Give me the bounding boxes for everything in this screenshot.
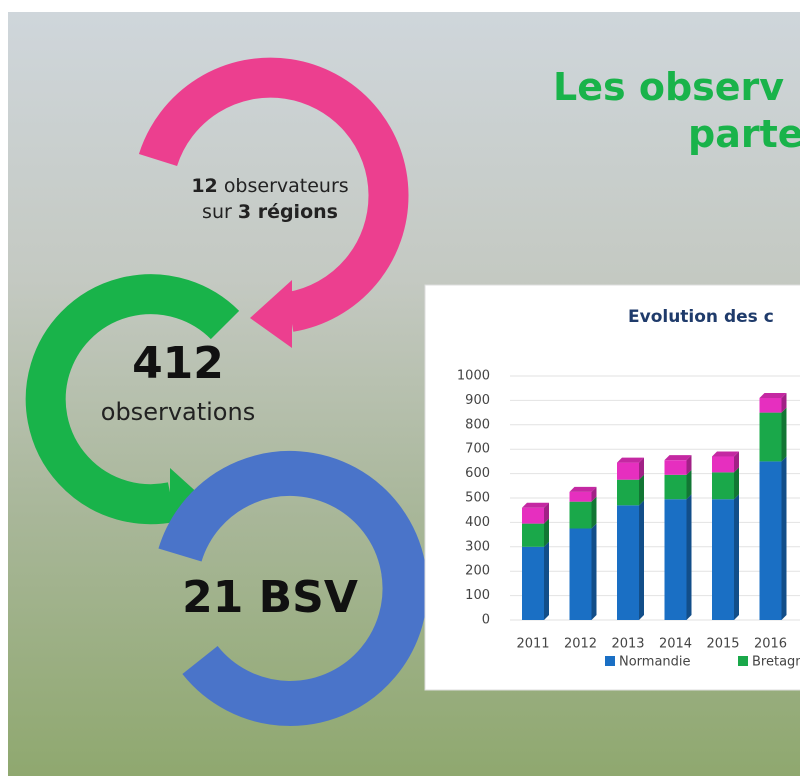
step-count: 12 <box>191 175 217 197</box>
step-count: 21 BSV <box>182 572 358 623</box>
x-tick-label: 2011 <box>516 637 549 652</box>
y-tick-label: 600 <box>465 466 490 481</box>
bar <box>522 524 544 547</box>
y-tick-label: 700 <box>465 442 490 457</box>
y-tick-label: 500 <box>465 491 490 506</box>
legend-swatch <box>605 656 615 666</box>
step-label: observations <box>101 398 255 426</box>
bar <box>617 505 639 620</box>
legend-swatch <box>738 656 748 666</box>
y-tick-label: 900 <box>465 393 490 408</box>
bar <box>570 492 592 502</box>
y-tick-label: 300 <box>465 539 490 554</box>
title: Les observ <box>553 65 784 109</box>
legend-label: Normandie <box>619 655 691 670</box>
y-tick-label: 1000 <box>457 369 490 384</box>
bar <box>570 502 592 529</box>
bar <box>665 475 687 499</box>
bar <box>665 460 687 475</box>
bar-side <box>687 494 692 620</box>
y-tick-label: 800 <box>465 417 490 432</box>
bar-side <box>592 497 597 529</box>
y-tick-label: 100 <box>465 588 490 603</box>
step-label: observateurs <box>224 175 349 197</box>
bar-side <box>544 542 549 620</box>
bar-side <box>592 524 597 621</box>
x-tick-label: 2014 <box>659 637 692 652</box>
x-tick-label: 2012 <box>564 637 597 652</box>
bar <box>570 529 592 621</box>
bar-side <box>687 470 692 499</box>
bar <box>760 413 782 462</box>
bar <box>617 480 639 506</box>
bar-side <box>639 475 644 506</box>
bar-side <box>782 408 787 462</box>
bar <box>665 499 687 620</box>
chart-panel <box>425 285 800 690</box>
step-label: sur <box>202 201 232 223</box>
chart-title: Evolution des c <box>628 307 774 327</box>
bar <box>617 463 639 480</box>
legend-label: Bretagn <box>752 655 800 670</box>
bar <box>522 547 544 620</box>
bar-side <box>782 456 787 620</box>
x-tick-label: 2013 <box>611 637 644 652</box>
step-text: sur 3 régions <box>202 201 338 223</box>
step-count: 412 <box>132 338 224 389</box>
bar-side <box>734 494 739 620</box>
bar-side <box>734 467 739 499</box>
bar-side <box>639 500 644 620</box>
x-tick-label: 2015 <box>706 637 739 652</box>
chart: Evolution des c 0 100 200 300 400 500 600 700 80… <box>425 285 800 690</box>
slide: Les observ parte 12 observateurs sur 3 r… <box>0 0 800 776</box>
bar <box>760 398 782 413</box>
step-text: 12 observateurs <box>191 175 348 197</box>
title: parte <box>688 112 800 156</box>
y-tick-label: 400 <box>465 515 490 530</box>
bar <box>712 457 734 473</box>
bar <box>760 461 782 620</box>
bar <box>712 472 734 499</box>
step-count: 3 régions <box>238 201 338 223</box>
y-tick-label: 200 <box>465 564 490 579</box>
y-tick-label: 0 <box>482 613 490 628</box>
bar <box>712 499 734 620</box>
bar <box>522 508 544 524</box>
x-tick-label: 2016 <box>754 637 787 652</box>
